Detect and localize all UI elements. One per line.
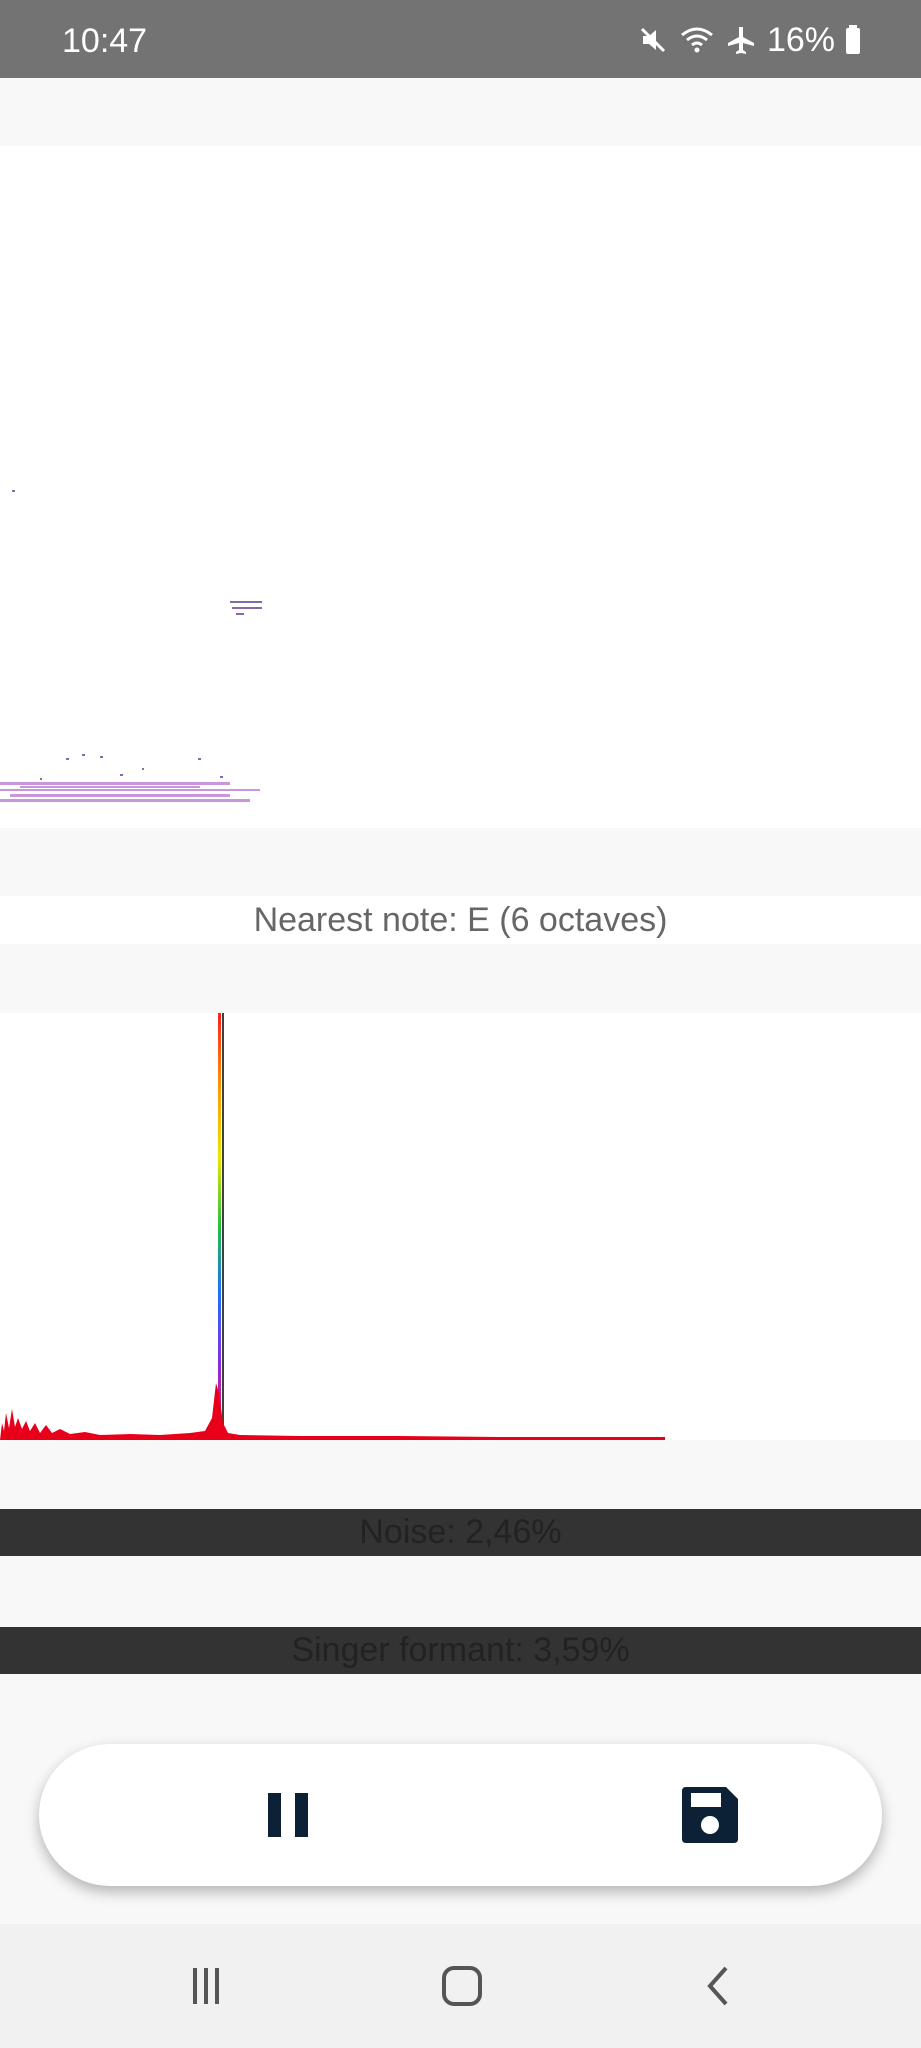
control-panel [39, 1744, 882, 1886]
spectrum-plot [0, 1013, 665, 1440]
spectrogram-area [0, 146, 921, 828]
status-icons: 16% [637, 20, 861, 60]
nearest-note-label: Nearest note: E (6 octaves) [0, 896, 921, 944]
recents-button[interactable] [176, 1956, 236, 2016]
battery-percent: 16% [766, 21, 835, 59]
wifi-icon [679, 24, 715, 56]
noise-readout: Noise: 2,46% [0, 1509, 921, 1556]
save-icon [682, 1787, 738, 1843]
mute-icon [637, 24, 669, 56]
system-nav-bar [0, 1924, 921, 2048]
recents-icon [193, 1968, 219, 2004]
home-icon [442, 1966, 482, 2006]
airplane-icon [725, 24, 757, 56]
spectrum-area [0, 1013, 921, 1440]
back-icon [707, 1966, 728, 2006]
save-button[interactable] [670, 1775, 750, 1855]
pause-button[interactable] [248, 1775, 328, 1855]
status-time: 10:47 [62, 22, 148, 60]
singer-formant-readout: Singer formant: 3,59% [0, 1627, 921, 1674]
spectrogram-plot [0, 490, 262, 802]
pause-icon [268, 1793, 308, 1837]
battery-icon [845, 25, 861, 55]
home-button[interactable] [432, 1956, 492, 2016]
status-bar: 10:47 16% [0, 0, 921, 78]
back-button[interactable] [690, 1956, 750, 2016]
